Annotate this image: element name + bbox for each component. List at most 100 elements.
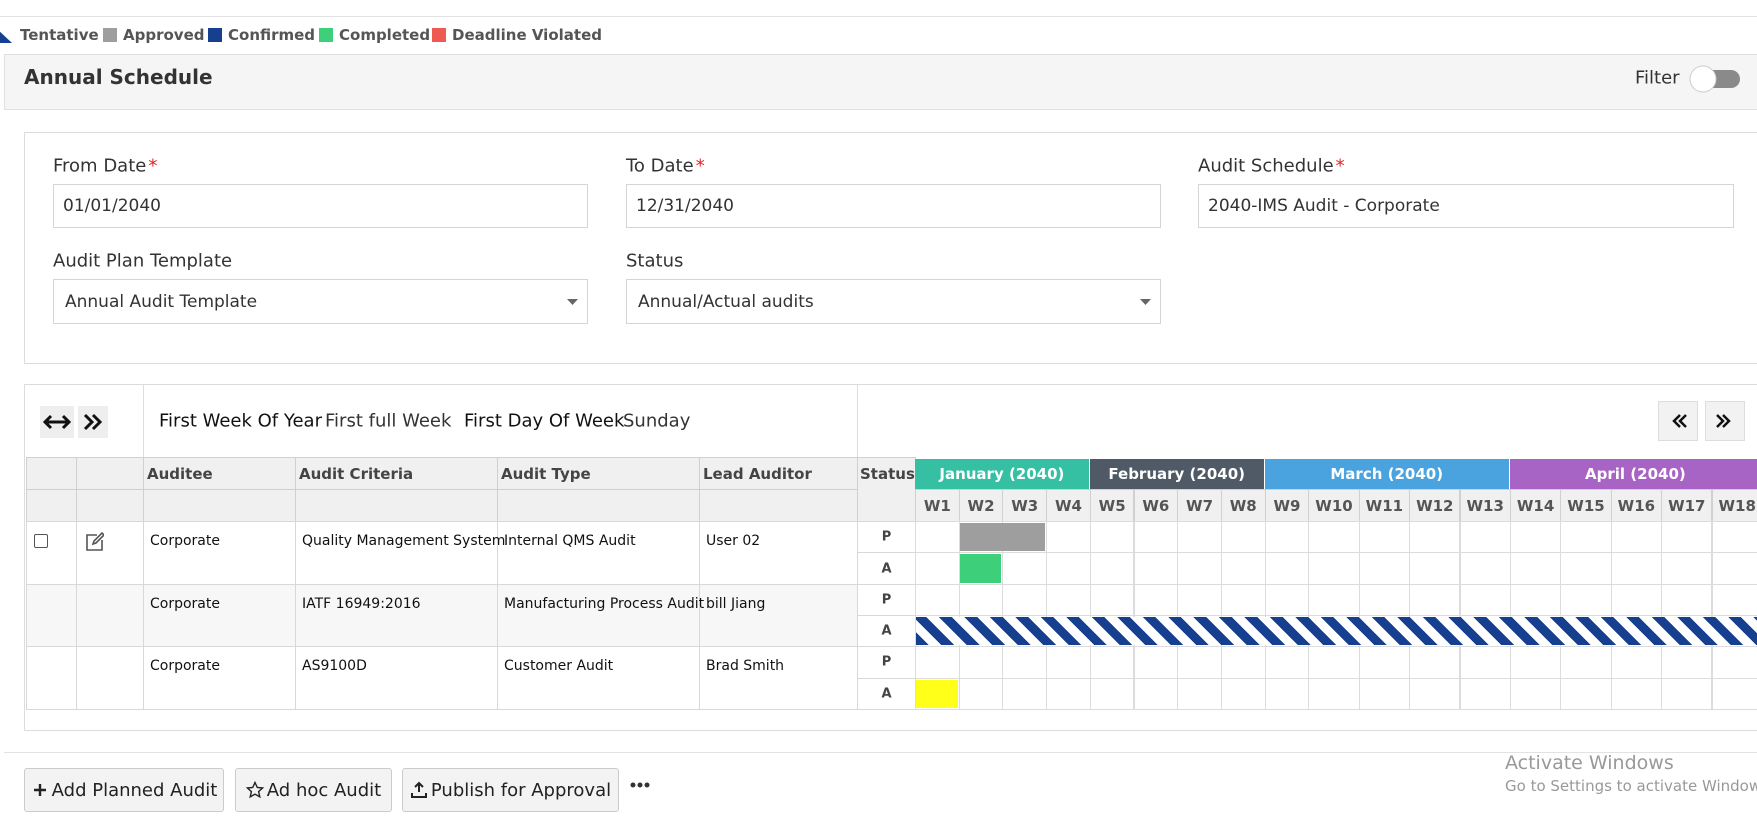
button-icon (245, 781, 264, 799)
week-cell (1264, 583, 1310, 617)
week-cell (1610, 552, 1663, 585)
legend-label: Deadline Violated (452, 26, 602, 44)
week-header: W8 (1220, 489, 1266, 522)
required-mark: * (695, 155, 705, 177)
field-value: Annual/Actual audits (638, 291, 814, 312)
week-label: W7 (1186, 496, 1214, 515)
field-label: Status (626, 250, 684, 272)
field-input[interactable]: 01/01/2040 (53, 184, 588, 228)
table-text: User 02 (706, 533, 761, 549)
table-text: Brad Smith (706, 658, 785, 675)
week-cell (1308, 521, 1360, 554)
week-cell (1409, 583, 1461, 617)
week-cell (1177, 646, 1222, 679)
table-text: Internal QMS Audit (504, 533, 636, 549)
next-button[interactable] (1705, 401, 1745, 441)
week-cell (1409, 552, 1461, 585)
edit-icon[interactable] (84, 531, 106, 552)
week-cell (1560, 583, 1612, 617)
action-button[interactable]: Ad hoc Audit (235, 768, 392, 812)
week-cell (1560, 646, 1612, 679)
week-label: W12 (1416, 496, 1454, 515)
week-cell (1560, 521, 1612, 554)
week-cell (1509, 677, 1562, 710)
week-label: W17 (1668, 496, 1706, 515)
field-input[interactable]: 12/31/2040 (626, 184, 1161, 228)
week-cell (1610, 583, 1663, 617)
prev-button[interactable] (1658, 401, 1698, 441)
week-cell (1133, 521, 1179, 554)
week-header: W6 (1133, 489, 1179, 522)
action-button[interactable]: Add Planned Audit (24, 768, 224, 812)
week-cell (1046, 552, 1091, 585)
watermark-subtitle: Go to Settings to activate Windows. (1505, 777, 1757, 795)
week-cell (1509, 583, 1562, 617)
button-label: Ad hoc Audit (266, 779, 382, 801)
header-cell (26, 489, 77, 522)
week-cell (1459, 677, 1511, 710)
status-header: Status (860, 465, 915, 483)
more-icon[interactable] (630, 780, 650, 790)
forward-icon[interactable] (78, 406, 108, 438)
table-cell (143, 583, 296, 648)
expand-icon[interactable] (40, 406, 74, 438)
week-label: W5 (1098, 496, 1126, 515)
status-letter: P (881, 529, 892, 545)
row-checkbox[interactable] (34, 534, 48, 548)
status-cell: A (857, 677, 916, 710)
status-letter: A (881, 686, 892, 702)
week-cell (1509, 646, 1562, 679)
week-cell (1711, 552, 1757, 585)
filter-toggle[interactable] (1688, 64, 1744, 94)
week-header: W5 (1089, 489, 1135, 522)
filter-label: Filter (1635, 67, 1680, 89)
week-header: W9 (1264, 489, 1310, 522)
table-cell (26, 646, 77, 710)
week-cell (1264, 521, 1310, 554)
field-label-row: Audit Plan Template (53, 251, 232, 272)
table-cell (76, 583, 144, 648)
week-cell (1046, 677, 1091, 710)
status-header-cell (857, 457, 916, 522)
legend-swatch (0, 28, 12, 43)
week-cell (1459, 521, 1511, 554)
week-cell (1711, 583, 1757, 617)
table-cell (143, 521, 296, 585)
legend-swatch (319, 28, 333, 42)
required-mark: * (148, 155, 158, 177)
gantt-bar (959, 554, 1002, 583)
week-cell (1610, 521, 1663, 554)
grid-box (24, 384, 1757, 731)
week-cell (1133, 677, 1179, 710)
status-letter: P (881, 654, 892, 670)
gantt-bar (916, 617, 1757, 646)
legend-swatch (103, 28, 117, 42)
legend-label: Completed (339, 26, 431, 44)
week-cell (1220, 583, 1266, 617)
table-text: Manufacturing Process Audit (504, 595, 705, 612)
panel-header (4, 54, 1757, 110)
week-cell (958, 583, 1004, 617)
status-letter: A (881, 561, 892, 577)
week-cell (1002, 646, 1048, 679)
field-input[interactable]: 2040-IMS Audit - Corporate (1198, 184, 1734, 228)
week-header: W17 (1661, 489, 1713, 522)
field-input[interactable]: Annual/Actual audits (626, 279, 1161, 324)
status-cell: P (857, 521, 916, 554)
week-label: W15 (1567, 496, 1605, 515)
header-cell (295, 489, 498, 522)
header-cell (699, 489, 858, 522)
dropdown-caret (567, 299, 578, 305)
field-label: To Date (626, 155, 694, 177)
week-cell (1046, 646, 1091, 679)
week-label: W1 (923, 496, 951, 515)
table-cell (26, 521, 77, 585)
action-button[interactable]: Publish for Approval (402, 768, 619, 812)
field-input[interactable]: Annual Audit Template (53, 279, 588, 324)
column-header: Lead Auditor (703, 465, 812, 483)
top-rule (0, 16, 1757, 17)
week-cell (1308, 583, 1360, 617)
panel-title: Annual Schedule (24, 65, 213, 89)
field-value: 01/01/2040 (63, 196, 161, 216)
legend-label: Confirmed (228, 26, 316, 44)
